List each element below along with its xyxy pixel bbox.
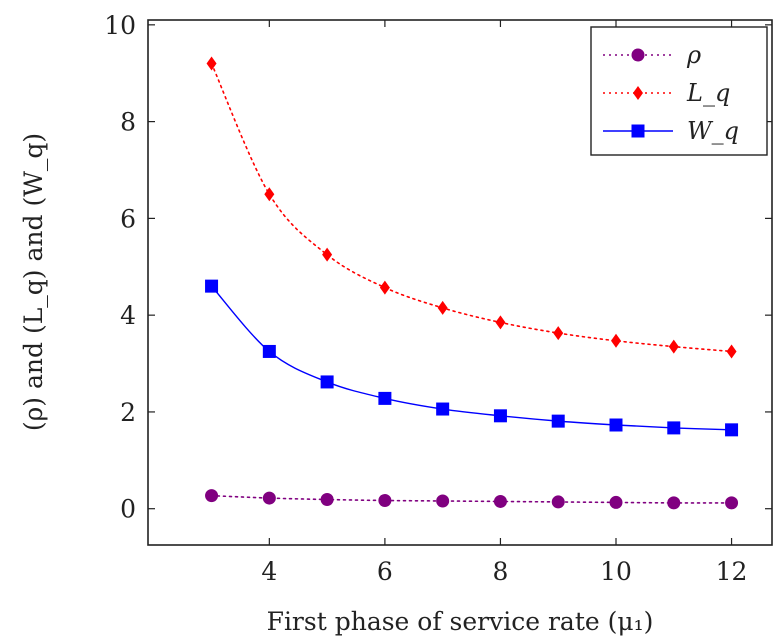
data-point xyxy=(667,496,681,510)
data-point xyxy=(320,493,334,507)
data-point xyxy=(725,423,739,437)
data-point xyxy=(205,279,219,293)
series-1 xyxy=(205,489,739,510)
data-point xyxy=(378,493,392,507)
data-point xyxy=(379,280,390,295)
data-point xyxy=(320,375,334,389)
data-point xyxy=(436,402,450,416)
data-point xyxy=(205,489,219,503)
y-axis-label: (ρ) and (L_q) and (W_q) xyxy=(19,133,48,431)
x-tick-label: 4 xyxy=(261,557,277,586)
axis-frame xyxy=(147,19,773,546)
data-point xyxy=(725,496,739,510)
x-tick-label: 12 xyxy=(716,557,748,586)
data-point xyxy=(206,56,217,71)
data-point xyxy=(264,187,275,202)
data-point xyxy=(609,495,623,509)
data-point xyxy=(322,247,333,262)
y-tick-label: 6 xyxy=(120,204,136,233)
data-point xyxy=(611,333,621,348)
x-tick-label: 10 xyxy=(600,557,632,586)
legend-label: ρ xyxy=(686,41,701,69)
legend-box xyxy=(590,26,768,156)
data-point xyxy=(553,326,564,341)
data-point xyxy=(551,414,565,428)
y-tick-label: 4 xyxy=(120,301,136,330)
plot-area xyxy=(205,56,739,510)
legend: ρ L_q W_q xyxy=(590,26,768,156)
legend-marker xyxy=(631,124,645,138)
data-point xyxy=(726,344,737,359)
data-point xyxy=(495,315,506,330)
data-point xyxy=(493,494,507,508)
y-tick-label: 10 xyxy=(104,11,136,40)
data-point xyxy=(667,421,681,435)
series-line xyxy=(210,285,733,431)
data-point xyxy=(262,491,276,505)
legend-marker xyxy=(631,48,645,62)
x-tick-label: 6 xyxy=(377,557,393,586)
legend-marker xyxy=(633,86,643,100)
data-point xyxy=(609,418,623,432)
series-line xyxy=(210,62,733,353)
data-point xyxy=(437,300,448,315)
series-3 xyxy=(205,279,739,437)
axis-ticks: 4 6 8 10 12 0 2 4 6 8 10 xyxy=(104,11,772,586)
data-point xyxy=(436,494,450,508)
y-tick-label: 8 xyxy=(120,108,136,137)
y-tick-label: 2 xyxy=(120,398,136,427)
data-point xyxy=(493,409,507,423)
y-tick-label: 0 xyxy=(120,495,136,524)
series-line xyxy=(210,494,733,504)
x-tick-label: 8 xyxy=(492,557,508,586)
legend-label: L_q xyxy=(686,79,730,107)
x-axis-label: First phase of service rate (μ₁) xyxy=(267,607,654,636)
data-point xyxy=(668,339,679,354)
data-point xyxy=(551,495,565,509)
legend-label: W_q xyxy=(687,117,739,145)
series-2 xyxy=(206,56,737,359)
data-point xyxy=(262,344,276,358)
data-point xyxy=(378,391,392,405)
